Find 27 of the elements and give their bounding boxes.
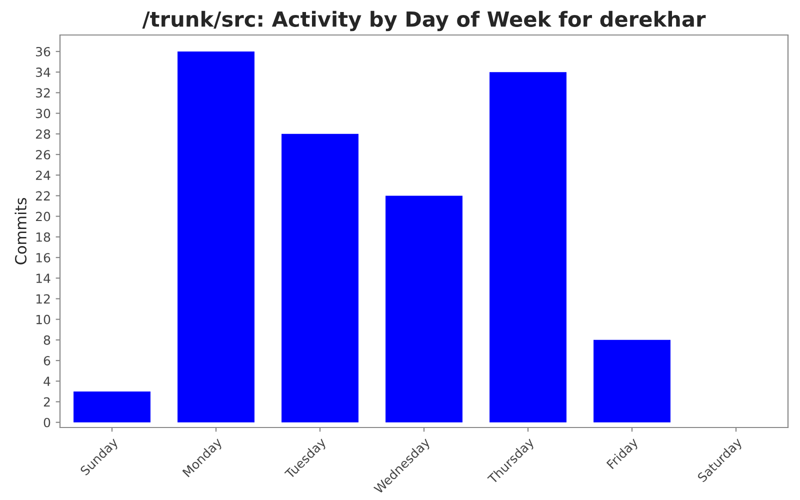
y-tick-label: 16 xyxy=(36,252,50,262)
y-tick-label: 14 xyxy=(36,274,50,283)
y-tick-label: 32 xyxy=(36,88,50,98)
y-tick-label: 4 xyxy=(44,376,50,386)
bar xyxy=(74,391,150,422)
y-tick-label: 6 xyxy=(44,356,50,366)
y-tick-label: 10 xyxy=(36,314,50,324)
y-tick-label: 18 xyxy=(36,232,50,242)
bar xyxy=(282,134,358,422)
y-tick-label: 0 xyxy=(44,418,50,428)
chart-title: /trunk/src: Activity by Day of Week for derekhar xyxy=(142,10,706,32)
y-tick-label: 28 xyxy=(36,129,50,139)
bar xyxy=(178,51,254,422)
y-tick-label: 26 xyxy=(36,150,50,160)
y-tick-label: 34 xyxy=(36,68,50,78)
y-tick-label: 8 xyxy=(44,335,50,345)
y-tick-label: 36 xyxy=(36,46,50,56)
y-axis-title: Commits xyxy=(14,198,27,264)
y-tick-label: 30 xyxy=(36,108,50,118)
y-tick-label: 12 xyxy=(36,294,50,304)
bar xyxy=(386,196,462,422)
bar xyxy=(594,340,670,422)
y-tick-label: 2 xyxy=(44,397,50,406)
bar xyxy=(490,72,566,422)
y-tick-label: 20 xyxy=(36,212,50,222)
y-tick-label: 24 xyxy=(36,170,50,180)
y-tick-label: 22 xyxy=(36,191,50,200)
